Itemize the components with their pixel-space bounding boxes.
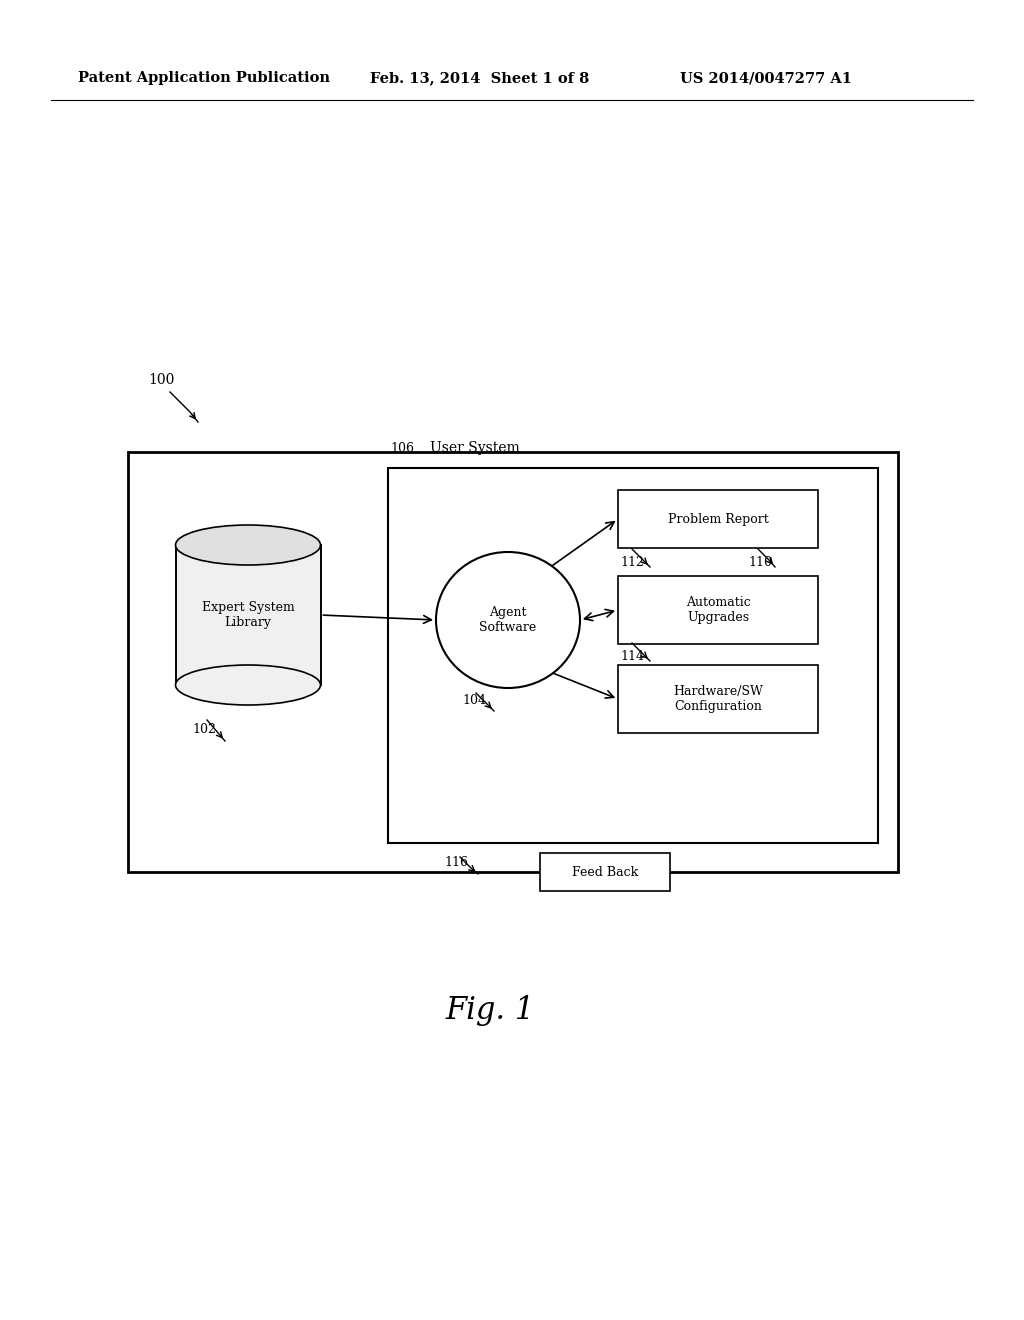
Text: 112: 112: [620, 556, 644, 569]
Bar: [175, 545, 321, 685]
Bar: [128, 451, 898, 873]
Text: 114: 114: [620, 649, 644, 663]
Text: Problem Report: Problem Report: [668, 512, 768, 525]
Bar: [618, 490, 818, 548]
Text: Expert System
Library: Expert System Library: [202, 601, 294, 630]
Text: 106: 106: [390, 442, 414, 455]
Bar: [618, 665, 818, 733]
Bar: [540, 853, 670, 891]
Text: Feb. 13, 2014  Sheet 1 of 8: Feb. 13, 2014 Sheet 1 of 8: [370, 71, 589, 84]
Text: 102: 102: [193, 723, 216, 737]
Text: Agent
Software: Agent Software: [479, 606, 537, 634]
Text: Hardware/SW
Configuration: Hardware/SW Configuration: [673, 685, 763, 713]
Text: Automatic
Upgrades: Automatic Upgrades: [686, 597, 751, 624]
Text: 110: 110: [748, 556, 772, 569]
Text: Fig. 1: Fig. 1: [445, 994, 535, 1026]
Ellipse shape: [175, 665, 321, 705]
Bar: [388, 469, 878, 843]
Text: 100: 100: [148, 374, 174, 387]
Bar: [618, 576, 818, 644]
Text: 116: 116: [444, 855, 468, 869]
Text: User System: User System: [430, 441, 520, 455]
Text: 104: 104: [462, 693, 486, 706]
Ellipse shape: [436, 552, 580, 688]
Ellipse shape: [175, 525, 321, 565]
Text: Feed Back: Feed Back: [571, 866, 638, 879]
Text: US 2014/0047277 A1: US 2014/0047277 A1: [680, 71, 852, 84]
Text: Patent Application Publication: Patent Application Publication: [78, 71, 330, 84]
